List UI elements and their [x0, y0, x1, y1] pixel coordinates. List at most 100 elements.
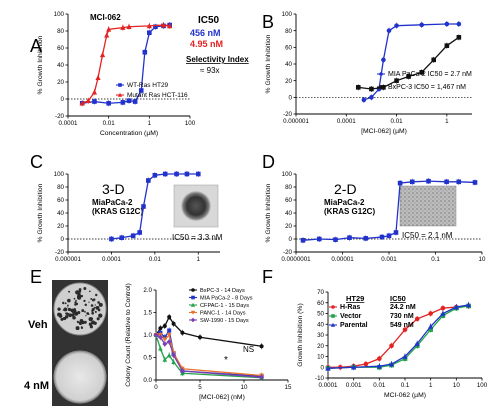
- y-tick-label: 20: [285, 223, 292, 230]
- data-point: [325, 365, 331, 371]
- legend-label: Parental: [340, 322, 368, 329]
- x-tick-label: 0.0001: [102, 256, 121, 263]
- spheroid-blob: [181, 191, 211, 221]
- panel-a-ic50-red: 4.95 nM: [190, 39, 223, 49]
- data-point: [171, 321, 176, 326]
- plate-label-4nm: 4 nM: [24, 380, 49, 392]
- data-point: [146, 178, 151, 183]
- data-point: [152, 173, 158, 178]
- series-blue: [325, 301, 472, 372]
- panel-d-annotations: 2-D MiaPaCa-2 (KRAS G12C) IC50 = 2.1 nM: [324, 181, 457, 240]
- data-point: [472, 180, 478, 185]
- y-tick-label: 100: [282, 11, 293, 18]
- data-point: [91, 89, 98, 95]
- data-point: [456, 35, 462, 40]
- panel-d-ic50: IC50 = 2.1 nM: [402, 231, 453, 240]
- colony: [75, 290, 80, 295]
- data-point: [130, 233, 136, 239]
- y-tick-label: 0.0: [143, 377, 152, 384]
- colony: [74, 303, 77, 306]
- data-point: [132, 99, 138, 104]
- x-tick-label: 0.01: [391, 118, 404, 125]
- x-tick-label: 0.0001: [59, 120, 78, 127]
- y-tick-label: 80: [285, 28, 292, 35]
- colony: [81, 309, 85, 313]
- legend-ic50: 549 nM: [390, 322, 414, 329]
- x-tick-label: 100: [185, 120, 196, 127]
- data-point: [184, 171, 190, 177]
- data-point: [119, 235, 125, 240]
- colony: [83, 287, 87, 291]
- colony: [95, 293, 98, 297]
- panel-letter-c: C: [30, 152, 43, 172]
- series-black: [355, 34, 462, 92]
- data-point: [259, 344, 264, 349]
- colony: [91, 311, 95, 315]
- panel-a-tag: MCI-062: [90, 13, 121, 22]
- y-tick-label: 70: [317, 289, 324, 296]
- x-tick-label: 15: [285, 384, 292, 391]
- colony: [80, 326, 84, 329]
- legend-label: PANC-1 - 14 Days: [200, 311, 246, 317]
- data-point: [179, 368, 185, 374]
- y-tick-label: 20: [57, 79, 64, 86]
- panel-e-annotations: NS *: [224, 345, 254, 366]
- colony: [98, 302, 103, 307]
- y-tick-label: 80: [57, 28, 64, 35]
- colony: [65, 312, 69, 316]
- data-point: [142, 49, 148, 55]
- legend-marker: [191, 295, 195, 300]
- colony: [84, 310, 86, 313]
- y-tick-label: -20: [283, 249, 293, 256]
- legend-marker: [118, 83, 122, 87]
- y-tick-label: -20: [55, 113, 65, 120]
- colony: [88, 322, 93, 326]
- y-tick-label: -20: [283, 111, 293, 118]
- x-tick-label: 0.001: [346, 382, 362, 389]
- data-point: [369, 86, 374, 92]
- data-point: [351, 364, 357, 370]
- y-tick-label: 80: [285, 184, 292, 191]
- legend: H-Ras 24.2 nM Vector 730 nM Parental 549 nM: [329, 304, 416, 329]
- data-point: [153, 24, 158, 30]
- data-point: [361, 97, 367, 103]
- data-point: [180, 330, 185, 335]
- y-tick-label: 10: [317, 354, 324, 361]
- y-tick-label: 60: [57, 45, 64, 52]
- colony: [91, 320, 96, 325]
- data-point: [428, 323, 434, 329]
- data-point: [92, 99, 97, 104]
- colony: [78, 288, 82, 291]
- y-tick-label: 2.0: [143, 287, 152, 294]
- panel-letter-f: F: [262, 267, 273, 287]
- colony: [75, 299, 77, 302]
- legend-label: Vector: [340, 313, 362, 320]
- data-point: [104, 32, 110, 38]
- data-point: [444, 21, 450, 27]
- colony: [98, 313, 103, 318]
- panel-a-ic50-title: IC50: [198, 15, 220, 26]
- data-point: [138, 88, 144, 93]
- panel-c-cell-line: MiaPaCa-2: [92, 198, 133, 207]
- data-point: [158, 326, 163, 331]
- colony: [57, 307, 61, 311]
- data-point: [394, 78, 399, 83]
- data-point: [146, 23, 152, 29]
- panel-f-legend-col1: HT29: [346, 294, 364, 303]
- data-point: [386, 28, 392, 33]
- data-point: [198, 335, 202, 340]
- panel-f-legend-header: HT29 IC50: [346, 294, 406, 303]
- data-point: [414, 316, 420, 322]
- data-point: [126, 98, 132, 103]
- legend-marker: [379, 72, 383, 76]
- data-point: [141, 204, 146, 209]
- colony: [76, 320, 79, 324]
- y-tick-label: 0: [321, 364, 325, 371]
- y-axis-label: % Growth Inhibition: [37, 35, 44, 94]
- x-tick-label: 0.01: [373, 382, 386, 389]
- legend-label: MIA PaCa-2 IC50 = 2.7 nM: [388, 71, 472, 78]
- colony: [67, 307, 72, 312]
- data-point: [393, 230, 399, 235]
- panel-letter-d: D: [262, 152, 275, 172]
- data-point: [174, 171, 179, 177]
